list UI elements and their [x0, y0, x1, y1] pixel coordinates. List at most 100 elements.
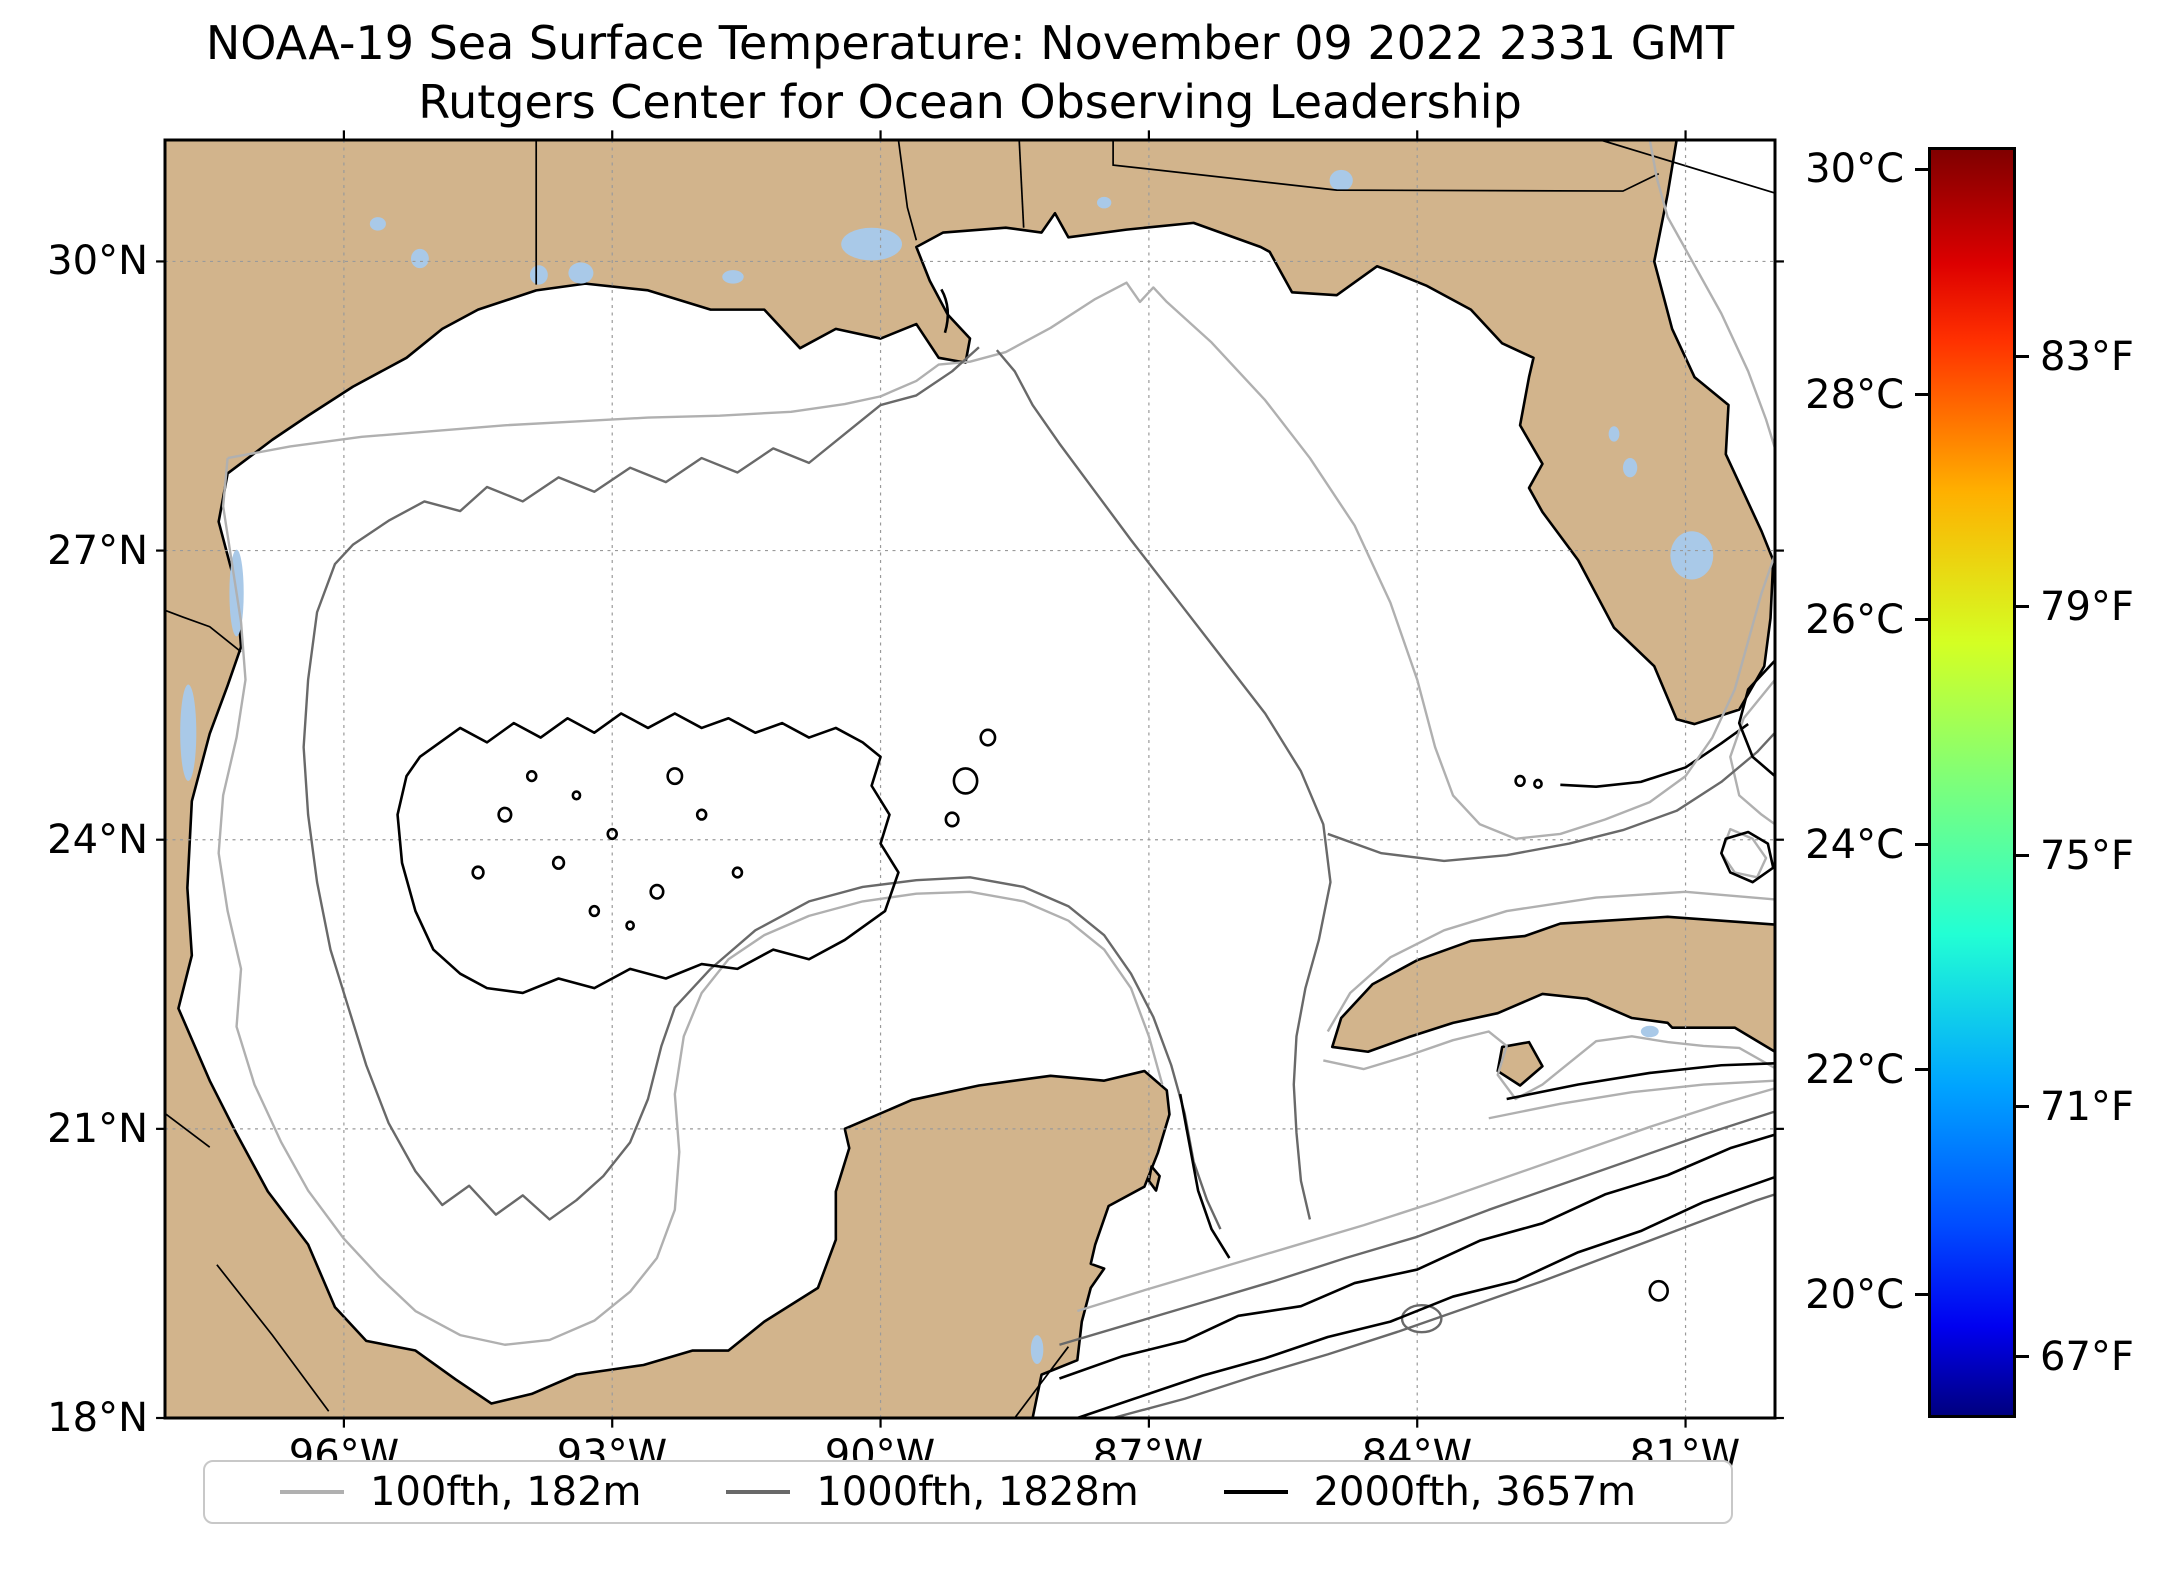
cb-label-79f: 79°F — [2040, 584, 2134, 630]
cb-label-30c: 30°C — [1805, 146, 1904, 192]
cb-label-24c: 24°C — [1805, 822, 1904, 868]
cb-tick-83f — [2016, 355, 2029, 358]
rio-grande-border — [165, 610, 241, 651]
legend-line-2000fth — [1223, 1490, 1288, 1494]
cb-label-67f: 67°F — [2040, 1334, 2134, 1380]
cb-tick-30c — [1915, 168, 1928, 171]
cb-tick-71f — [2016, 1105, 2029, 1108]
lake-okeechobee — [1670, 531, 1714, 580]
cb-tick-75f — [2016, 854, 2029, 857]
contour-1000fth — [304, 347, 1775, 1418]
lake-seminole — [1329, 169, 1353, 192]
cayman-trench-north-wall — [1059, 1135, 1775, 1379]
cb-tick-28c — [1915, 393, 1928, 396]
lakes — [180, 169, 1714, 1365]
straits-of-florida-deep — [1328, 733, 1775, 861]
cuba-south-deep — [1507, 1063, 1775, 1099]
lake-pontchartrain — [841, 227, 903, 261]
y-tick-18n: 18°N — [47, 1395, 148, 1441]
y-tick-24n: 24°N — [47, 817, 148, 863]
contour-2000fth — [398, 660, 1775, 1418]
lake-bacalar — [1030, 1335, 1044, 1365]
cb-label-83f: 83°F — [2040, 334, 2134, 380]
kissimmee-lakes — [1622, 458, 1638, 478]
cay-sal-outline — [1721, 832, 1773, 882]
cb-label-28c: 28°C — [1805, 372, 1904, 418]
sigsbee-deep-loop — [398, 713, 899, 993]
land-masses — [165, 140, 1775, 1418]
cb-label-20c: 20°C — [1805, 1272, 1904, 1318]
cb-tick-67f — [2016, 1355, 2029, 1358]
cb-label-26c: 26°C — [1805, 597, 1904, 643]
florida-escarpment — [997, 350, 1331, 1219]
cb-label-22c: 22°C — [1805, 1047, 1904, 1093]
axis-ticks — [156, 130, 1784, 1427]
cb-tick-24c — [1915, 843, 1928, 846]
y-tick-27n: 27°N — [47, 528, 148, 574]
pearl-river-border — [898, 140, 916, 240]
legend-line-1000fth — [726, 1490, 791, 1494]
cayman-shelf-north — [1489, 1081, 1775, 1119]
cb-label-75f: 75°F — [2040, 833, 2134, 879]
y-tick-30n: 30°N — [47, 238, 148, 284]
cuba-north-shelf — [1328, 892, 1775, 1032]
legend-item-1000fth: 1000fth, 1828m — [726, 1469, 1139, 1515]
contour-legend: 100fth, 182m 1000fth, 1828m 2000fth, 365… — [203, 1460, 1733, 1524]
gulf-of-mexico-map — [165, 140, 1775, 1418]
dry-tortugas — [1516, 776, 1525, 786]
zapata-lagoon — [1640, 1025, 1659, 1038]
cayman-trench-north-outer — [1059, 1112, 1775, 1345]
map-canvas — [165, 140, 1775, 1418]
cb-label-71f: 71°F — [2040, 1084, 2134, 1130]
mexico-belize-border — [1015, 1347, 1069, 1418]
mexico-state-border — [217, 1265, 329, 1411]
sabine-lake — [529, 265, 548, 285]
legend-label-100fth: 100fth, 182m — [370, 1469, 642, 1515]
florida-georgia-border — [1113, 140, 1659, 191]
y-tick-21n: 21°N — [47, 1106, 148, 1152]
sst-colorbar — [1928, 147, 2016, 1418]
houston-lakes — [410, 248, 429, 269]
figure-title: NOAA-19 Sea Surface Temperature: Novembe… — [165, 14, 1775, 132]
lake-livingston — [369, 217, 386, 231]
graticule-gridlines — [165, 140, 1775, 1418]
georgia-coast-line — [1601, 140, 1775, 193]
legend-label-1000fth: 1000fth, 1828m — [816, 1469, 1139, 1515]
florida-lake-small — [1608, 426, 1620, 442]
marquesas-keys — [1534, 780, 1541, 788]
laguna-madre-mexico — [180, 684, 197, 781]
cb-tick-79f — [2016, 605, 2029, 608]
legend-label-2000fth: 2000fth, 3657m — [1313, 1469, 1636, 1515]
mississippi-alabama-border — [1019, 140, 1023, 228]
cuba-coastline — [1332, 917, 1775, 1052]
grand-lake — [722, 270, 744, 284]
title-line-2: Rutgers Center for Ocean Observing Leade… — [418, 74, 1522, 129]
cuba-south-shelf — [1323, 1032, 1775, 1099]
cayman-trench-south-wall — [1077, 1177, 1775, 1418]
chandeleur-islands — [941, 289, 947, 332]
bahama-bank-edge — [1730, 680, 1775, 825]
political-borders — [165, 140, 1775, 1418]
cayman-shelf-south — [1077, 1088, 1775, 1311]
yucatan-channel-wall — [1180, 1094, 1229, 1258]
misteriosa-bank — [1402, 1305, 1441, 1332]
panhandle-bay — [1097, 196, 1112, 209]
cb-tick-26c — [1915, 618, 1928, 621]
cozumel-island — [1149, 1166, 1160, 1190]
plot-frame — [165, 140, 1775, 1418]
legend-item-2000fth: 2000fth, 3657m — [1223, 1469, 1636, 1515]
mississippi-fan-knoll — [954, 768, 977, 793]
cb-tick-20c — [1915, 1293, 1928, 1296]
cb-tick-22c — [1915, 1068, 1928, 1071]
legend-item-100fth: 100fth, 182m — [280, 1469, 642, 1515]
cayman-trench-south-outer — [1113, 1194, 1775, 1418]
grand-cayman — [1650, 1281, 1668, 1300]
santaren-channel-edge — [1739, 660, 1775, 776]
mexico-state-border-2 — [165, 1113, 210, 1147]
title-line-1: NOAA-19 Sea Surface Temperature: Novembe… — [205, 16, 1735, 70]
legend-line-100fth — [280, 1490, 344, 1494]
mainland-coastline — [165, 140, 1773, 1418]
atlantic-shelf-contour — [1650, 140, 1775, 448]
florida-keys — [1560, 724, 1748, 787]
